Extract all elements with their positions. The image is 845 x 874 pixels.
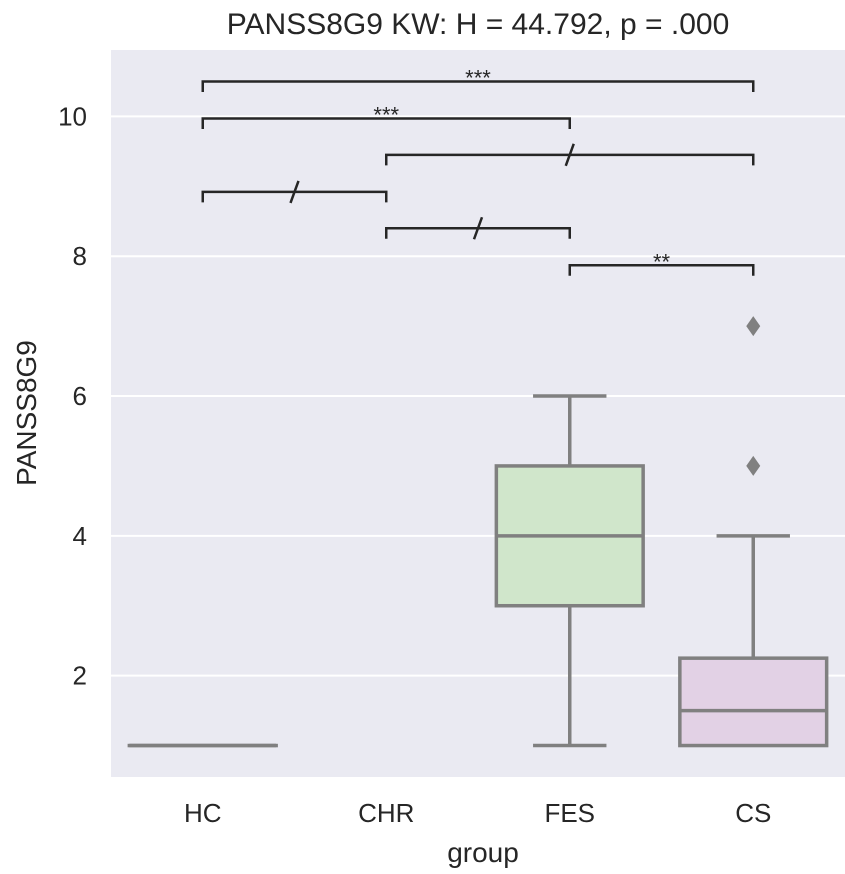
- sig-label-1: ***: [373, 103, 399, 128]
- bracket-0: [201, 80, 755, 92]
- comparison-hc-fes: ***: [201, 103, 571, 129]
- comparison-chr-cs: [385, 143, 755, 167]
- outlier-cs-5: [746, 455, 761, 476]
- comparison-hc-cs: ***: [201, 65, 755, 92]
- significance-brackets: ********: [201, 65, 755, 276]
- y-tick-label-10: 10: [58, 101, 87, 131]
- x-tick-label-hc: HC: [184, 798, 222, 828]
- y-tick-labels: 2 4 6 8 10: [58, 101, 87, 690]
- chart-title: PANSS8G9 KW: H = 44.792, p = .000: [227, 8, 730, 41]
- x-tick-label-fes: FES: [544, 798, 595, 828]
- comparison-hc-chr: [201, 180, 388, 204]
- x-tick-label-cs: CS: [735, 798, 771, 828]
- y-tick-label-4: 4: [73, 521, 87, 551]
- x-tick-label-chr: CHR: [358, 798, 414, 828]
- comparison-chr-fes: [385, 216, 571, 240]
- sig-label-4: [472, 216, 484, 240]
- comparison-fes-cs: **: [568, 249, 755, 276]
- sig-label-3: [289, 180, 300, 204]
- outlier-cs-7: [746, 316, 761, 337]
- sig-label-0: ***: [465, 65, 491, 90]
- plot-background: [111, 50, 845, 777]
- bracket-1: [201, 117, 571, 129]
- y-tick-label-2: 2: [73, 661, 87, 691]
- box-cs: [678, 316, 829, 748]
- boxes: [127, 316, 829, 748]
- sig-label-5: **: [653, 249, 671, 274]
- y-axis-title: PANSS8G9: [11, 340, 42, 486]
- box-body-cs: [678, 656, 829, 748]
- y-tick-label-8: 8: [73, 241, 87, 271]
- sig-label-2: [564, 143, 575, 167]
- box-fes: [494, 394, 645, 748]
- y-tick-label-6: 6: [73, 381, 87, 411]
- x-axis-title: group: [447, 837, 519, 868]
- x-tick-labels: HC CHR FES CS: [184, 798, 771, 828]
- bracket-5: [568, 264, 755, 276]
